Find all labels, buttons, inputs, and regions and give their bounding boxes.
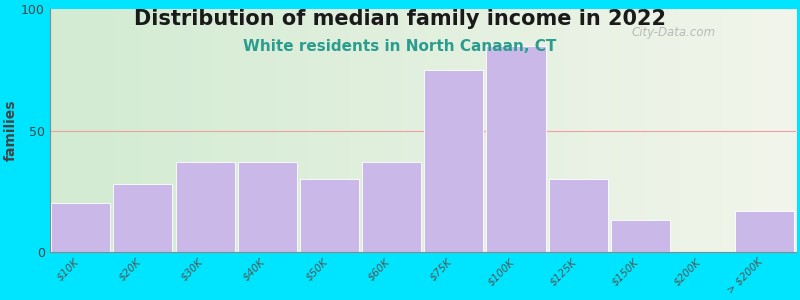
Bar [424, 70, 483, 252]
Text: White residents in North Canaan, CT: White residents in North Canaan, CT [243, 39, 557, 54]
Bar [362, 162, 422, 252]
Bar [51, 203, 110, 252]
Y-axis label: families: families [4, 100, 18, 161]
Bar [114, 184, 173, 252]
Bar [549, 179, 608, 252]
Text: City-Data.com: City-Data.com [632, 26, 716, 39]
Bar [175, 162, 234, 252]
Bar [611, 220, 670, 252]
Bar [300, 179, 359, 252]
Bar [238, 162, 297, 252]
Bar [486, 46, 546, 252]
Text: Distribution of median family income in 2022: Distribution of median family income in … [134, 9, 666, 29]
Bar [735, 211, 794, 252]
